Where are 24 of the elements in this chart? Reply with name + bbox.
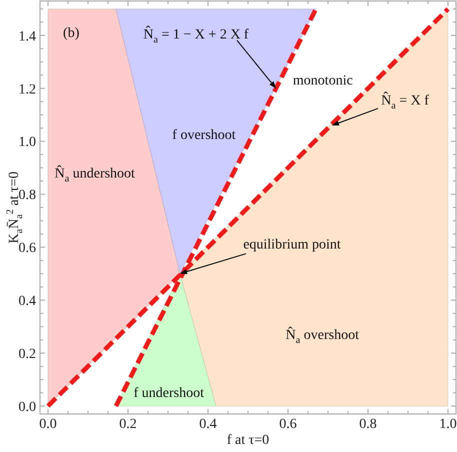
y-tick-label: 1.0 [18,135,36,150]
annotation: monotonic [292,73,353,88]
y-tick-label: 1.4 [18,29,36,44]
x-tick-label: 0.6 [279,417,297,432]
x-tick-label: 0.2 [119,417,137,432]
series-label: N̂$_{a}$ overshoot [286,326,360,346]
series-label: f undershoot [134,386,204,401]
y-tick-label: 1.2 [18,82,36,98]
annotation: equilibrium point [243,238,341,253]
x-tick-label: 1.0 [439,417,457,432]
y-tick-label: 0.8 [18,188,36,204]
annotation: (b) [63,26,80,41]
x-tick-label: 0.0 [39,417,57,432]
series-label: f overshoot [172,128,236,144]
y-tick-label: 0.0 [18,400,36,415]
x-tick-label: 0.4 [199,417,217,432]
y-tick-label: 0.2 [18,347,36,362]
y-tick-label: 0.4 [18,294,36,310]
y-tick-label: 0.6 [18,241,36,256]
x-tick-label: 0.8 [359,417,377,432]
annotation: N̂$_{a}$ = 1 − X + 2 X f [143,26,249,45]
x-axis-title: f at τ=0 [226,433,270,448]
series-label: N̂$_{a}$ undershoot [54,164,136,184]
annotation: N̂$_{a}$ = X f [381,92,430,111]
